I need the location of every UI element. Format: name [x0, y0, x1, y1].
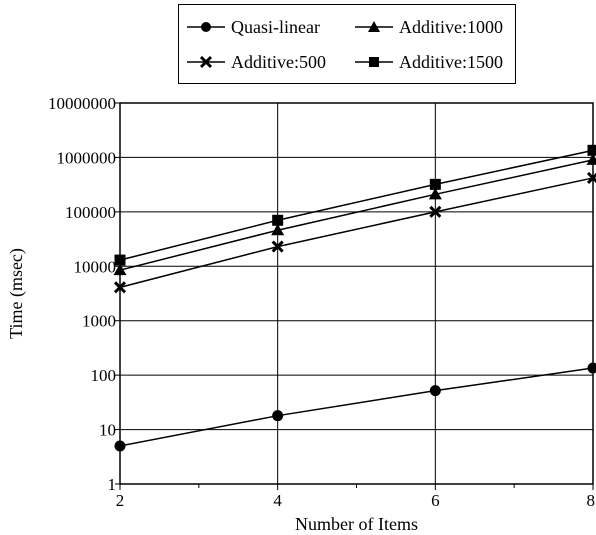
- legend-item-additive-1500: Additive:1500: [355, 50, 503, 74]
- series-group: [113, 144, 596, 452]
- y-axis-ticks: 1 10 100 1000 10000 100000 1000000 10000000: [48, 94, 120, 494]
- data-point: [429, 205, 442, 218]
- grid-lines: [120, 103, 593, 484]
- legend-label: Additive:500: [231, 51, 326, 72]
- y-tick-label: 100000: [65, 203, 116, 222]
- y-tick-label: 10000000: [48, 94, 116, 113]
- x-tick-label: 6: [431, 491, 440, 510]
- legend-item-additive-1000: Additive:1000: [355, 15, 503, 39]
- legend-label: Additive:1000: [399, 16, 503, 37]
- data-point: [429, 178, 441, 190]
- data-point: [113, 263, 127, 276]
- x-tick-label: 8: [587, 491, 596, 510]
- series-line: [119, 159, 594, 271]
- data-point: [587, 362, 596, 374]
- data-point: [114, 254, 126, 266]
- x-marker-icon: [187, 55, 225, 69]
- series-line: [119, 177, 594, 289]
- legend: Quasi-linear Additive:1000 Additive:500 …: [178, 4, 516, 84]
- data-point: [114, 440, 126, 452]
- legend-label: Additive:1500: [399, 51, 503, 72]
- data-point: [587, 144, 596, 156]
- data-point: [586, 171, 596, 184]
- series-line: [119, 367, 594, 447]
- x-axis-label: Number of Items: [295, 514, 418, 534]
- data-point: [271, 223, 285, 236]
- series-quasi-linear: [114, 362, 596, 452]
- legend-item-additive-500: Additive:500: [187, 50, 326, 74]
- series-additive-1000: [113, 153, 596, 276]
- data-point: [428, 187, 442, 200]
- x-tick-label: 2: [116, 491, 125, 510]
- plot-area: [119, 102, 594, 485]
- data-point: [429, 385, 441, 397]
- series-additive-1500: [114, 144, 596, 266]
- x-axis-ticks: 2 4 6 8: [116, 484, 595, 510]
- series-additive-500: [113, 171, 596, 294]
- y-tick-label: 1000: [82, 312, 116, 331]
- data-point: [271, 240, 284, 253]
- x-tick-label: 4: [273, 491, 282, 510]
- data-point: [113, 281, 127, 294]
- y-tick-label: 100: [91, 366, 117, 385]
- y-tick-label: 1000000: [57, 148, 117, 167]
- data-point: [272, 410, 284, 422]
- legend-label: Quasi-linear: [231, 16, 320, 37]
- y-tick-label: 1: [108, 475, 117, 494]
- data-point: [272, 214, 284, 226]
- triangle-marker-icon: [355, 21, 393, 32]
- series-line: [119, 149, 594, 261]
- data-point: [586, 153, 596, 165]
- y-tick-label: 10: [99, 421, 116, 440]
- y-axis-label: Time (msec): [6, 248, 27, 339]
- legend-item-quasi-linear: Quasi-linear: [187, 15, 320, 39]
- y-tick-label: 10000: [74, 257, 117, 276]
- square-marker-icon: [355, 57, 393, 67]
- circle-marker-icon: [187, 22, 225, 32]
